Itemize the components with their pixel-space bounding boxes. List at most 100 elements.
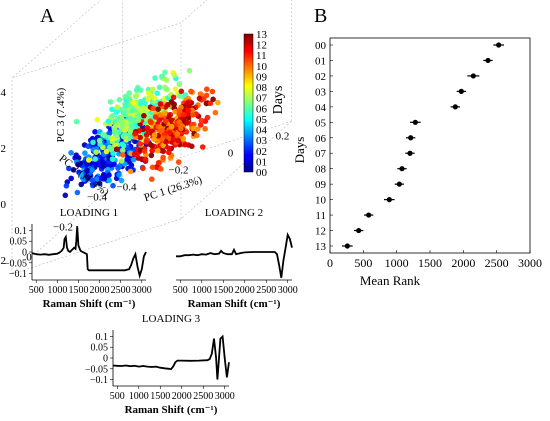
loading-y-tick: −0.05 [85,364,108,375]
pca-point [114,104,120,110]
pca-y-tick: 0 [26,251,32,263]
loading-y-tick: 0.05 [91,343,109,354]
pca-point [154,147,161,154]
rank-y-tick: 01 [315,55,326,67]
pca-box-edge [11,176,123,275]
pca-point [149,176,155,182]
pca-point [118,158,125,164]
pca-point [137,87,144,93]
pca-point [100,163,106,170]
pca-point [212,109,219,116]
pca-point [84,174,91,181]
pca-point [182,141,188,148]
pca-point [129,99,136,106]
pca-point [149,148,155,154]
loading-x-tick: 2500 [111,285,131,296]
loading-x-tick: 500 [110,391,125,402]
pca-point [119,141,125,147]
rank-y-tick: 13 [315,241,327,253]
loading-y-tick: 0.1 [15,226,28,237]
pca-point [128,108,135,114]
rank-y-label: Days [292,137,307,164]
pca-point [116,97,123,103]
pca-point [133,92,140,99]
pca-point [155,160,162,166]
loading-x-tick: 500 [29,285,44,296]
pca-point [114,146,120,152]
pca-point [172,86,179,92]
pca-point [118,177,125,184]
pca-point [135,117,142,123]
rank-point [396,181,402,187]
loading-x-tick: 500 [173,285,188,296]
pca-box-edge [11,22,182,79]
rank-point [412,119,418,125]
rank-y-tick: 09 [315,179,327,191]
rank-x-tick: 2500 [485,256,509,270]
pca-point [96,137,103,144]
rank-x-tick: 1000 [385,256,409,270]
pca-point [170,136,177,143]
pca-point [123,119,129,126]
colorbar-tick: 04 [256,125,268,137]
pca-point [176,119,182,125]
pca-point [175,159,182,165]
rank-y-tick: 06 [315,133,327,145]
rank-point [485,57,491,64]
pca-point [132,131,138,137]
pca-point [99,159,106,165]
pca-point [167,129,173,136]
loading-x-tick: 1500 [150,391,170,402]
pca-point [157,112,163,118]
loading-y-tick: 0 [103,354,108,365]
pca-z-label: PC 3 (7.4%) [55,87,67,142]
rank-x-tick: 500 [354,256,372,270]
pca-point [82,150,88,156]
pca-point [156,117,163,123]
pca-3d-scatter: 0.4 0.2 0 −0.2 0 −0.2 −0.4 0.2 0 −0.2 −0.4 PC 3 (7… [0,0,292,275]
pca-point [140,105,146,111]
pca-point [209,88,216,95]
pca-point [118,118,124,124]
loading-y-tick: 0.05 [10,237,28,248]
pca-x-tick: 0 [228,148,234,160]
rank-y-tick: 05 [315,117,327,129]
pca-point [78,172,84,178]
loading-x-tick: 1000 [192,285,212,296]
pca-x-tick: 0.2 [276,131,290,143]
loading-x-label: Raman Shift (cm⁻¹) [125,404,218,416]
loading-x-tick: 2000 [90,285,110,296]
pca-point [145,96,151,103]
pca-point [110,150,116,157]
pca-point [168,123,175,130]
panel-label-a: A [40,5,55,27]
rank-point [386,197,392,203]
pca-point [125,144,131,151]
pca-box-edge [11,218,182,275]
pca-point [176,107,183,114]
pca-point [137,141,144,147]
pca-point [113,109,120,115]
loading-x-tick: 1000 [129,391,149,402]
rank-point [458,88,464,94]
colorbar-tick: 09 [256,71,268,83]
loading-title: LOADING 1 [60,207,118,219]
colorbar-tick: 05 [256,114,268,126]
pca-point [109,113,116,119]
rank-x-tick: 0 [327,256,333,270]
pca-point [133,87,140,93]
loading-y-tick: −0.1 [90,375,108,386]
pca-point [107,144,113,151]
pca-point [70,167,77,173]
pca-point [110,182,116,189]
pca-point [171,101,177,107]
pca-point [156,84,163,91]
loading-x-label: Raman Shift (cm⁻¹) [188,298,281,310]
rank-y-tick: 12 [315,226,326,238]
pca-point [141,148,148,154]
pca-box-edge [180,0,208,23]
pca-point [162,69,168,76]
pca-point [103,148,110,155]
pca-point [172,108,179,115]
pca-point [73,118,80,125]
